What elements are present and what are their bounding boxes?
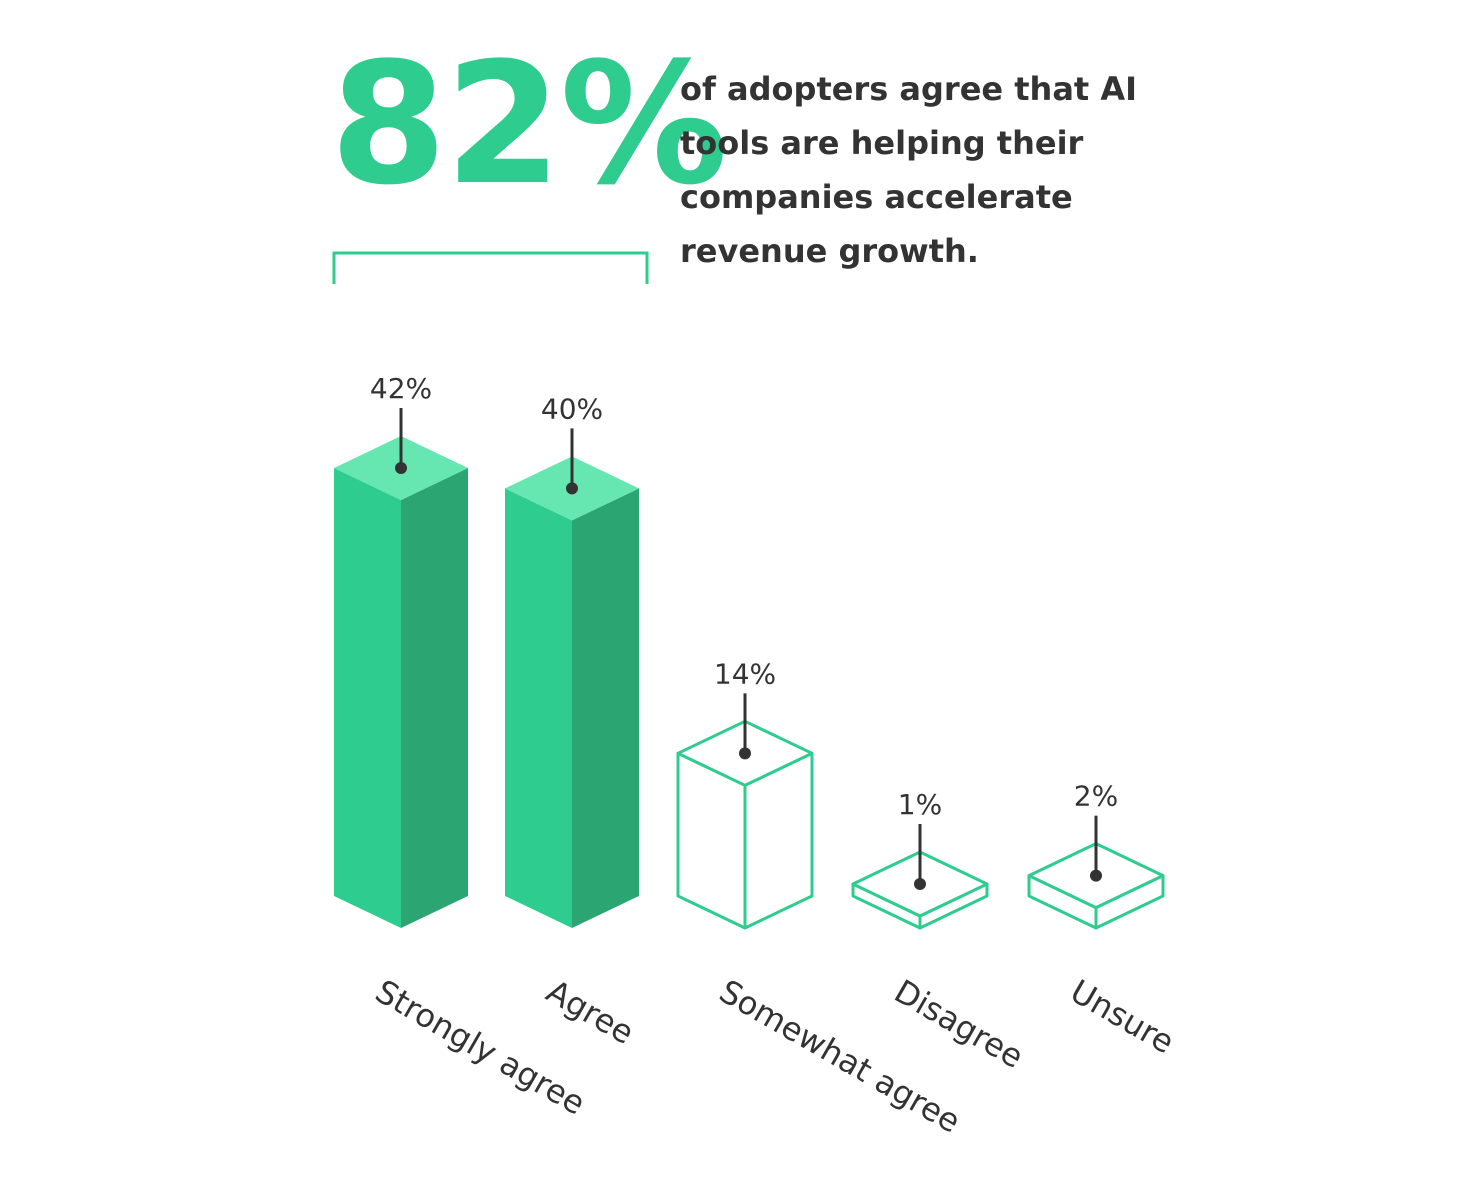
value-label-disagree: 1% xyxy=(898,788,942,821)
bar-front-face xyxy=(505,488,572,928)
pointer-dot xyxy=(1090,869,1102,882)
category-label-disagree: Disagree xyxy=(888,972,1030,1076)
value-label-somewhat-agree: 14% xyxy=(714,657,776,690)
value-label-agree: 40% xyxy=(541,392,603,425)
agree-bracket xyxy=(332,251,649,284)
pointer-dot xyxy=(914,878,926,890)
pointer-dot xyxy=(395,462,407,474)
bracket-line xyxy=(332,251,649,284)
bar-disagree xyxy=(851,824,989,930)
headline-text: of adopters agree that AI tools are help… xyxy=(680,70,1138,270)
bar-unsure xyxy=(1027,815,1165,930)
pointer-dot xyxy=(739,747,751,760)
bars xyxy=(334,408,1165,930)
category-label-agree: Agree xyxy=(540,972,640,1052)
bar-side-face xyxy=(572,488,639,928)
bar-front-face xyxy=(334,468,401,928)
pointer-dot xyxy=(566,482,578,495)
value-label-strongly-agree: 42% xyxy=(370,372,432,405)
bar-strongly-agree xyxy=(334,408,468,928)
category-label-unsure: Unsure xyxy=(1064,972,1181,1061)
headline-number: 82% xyxy=(330,26,728,222)
bar-side-face xyxy=(401,468,468,928)
bar-somewhat-agree xyxy=(676,693,814,930)
bar-agree xyxy=(505,428,639,928)
value-label-unsure: 2% xyxy=(1074,780,1118,813)
